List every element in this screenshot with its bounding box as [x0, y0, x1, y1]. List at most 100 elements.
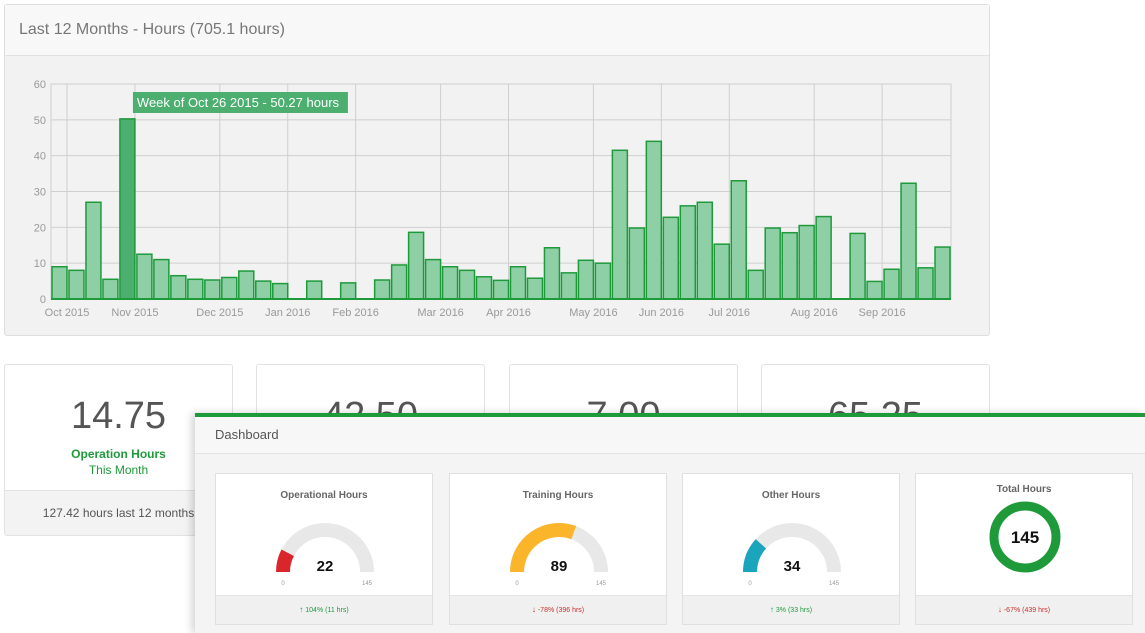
total-hours-ring: 145	[989, 501, 1061, 573]
total-title: Total Hours	[996, 484, 1052, 495]
x-tick-label: Dec 2015	[196, 307, 243, 319]
bar	[611, 149, 629, 300]
hours-bar-chart: 0 10 20 30 40 50 60 Oct 2015 Nov 2015 Dec 2015 Jan…	[34, 79, 952, 319]
total-trend: ↓ -67% (439 hrs)	[916, 595, 1132, 624]
gauge-fill	[743, 539, 767, 573]
bar	[221, 276, 238, 300]
bar	[679, 205, 697, 300]
bar	[373, 279, 391, 300]
arrow-down-icon: ↓	[997, 605, 1002, 614]
bar	[238, 270, 255, 300]
total-ring	[989, 501, 1061, 573]
bar	[594, 262, 612, 300]
y-tick-label: 20	[34, 222, 46, 234]
bar	[764, 227, 781, 300]
training-hours-gauge: 89 0 145	[510, 523, 608, 587]
bar	[577, 259, 595, 300]
bar	[815, 215, 832, 300]
gauge-min: 0	[515, 581, 519, 587]
bar	[934, 246, 951, 300]
gauge-min: 0	[281, 581, 285, 587]
gauge-fill	[510, 523, 577, 573]
y-tick-label: 30	[34, 187, 46, 199]
y-tick-label: 0	[40, 294, 46, 306]
x-tick-label: May 2016	[569, 307, 617, 319]
bar	[628, 227, 646, 300]
stat-sublabel: This Month	[88, 463, 149, 477]
operational-hours-gauge: 22 0 145	[276, 523, 374, 587]
other-hours-gauge: 34 0 145	[743, 523, 841, 587]
bar	[136, 253, 153, 300]
trend-text: -78% (396 hrs)	[537, 607, 585, 614]
stat-label: Operation Hours	[71, 447, 166, 461]
bar	[696, 201, 714, 300]
bar	[883, 268, 900, 300]
arrow-up-icon: ↑	[299, 605, 304, 614]
total-hours-card[interactable]: Total Hours 145 ↓ -67% (439 hrs)	[915, 473, 1133, 625]
gauge-title: Operational Hours	[280, 490, 368, 501]
x-tick-label: Feb 2016	[332, 307, 378, 319]
gauge-card-training[interactable]: Training Hours 89 0 145 ↓ -78% (396 hrs)	[449, 473, 667, 625]
bar	[475, 276, 493, 300]
gauge-max: 145	[596, 581, 607, 587]
gauge-max: 145	[829, 581, 840, 587]
y-tick-label: 40	[34, 151, 46, 163]
bar	[492, 279, 510, 300]
trend-text: 3% (33 hrs)	[775, 607, 813, 614]
x-tick-label: Aug 2016	[791, 307, 838, 319]
bar	[119, 118, 136, 300]
bar	[187, 278, 204, 300]
y-tick-label: 50	[34, 115, 46, 127]
bar	[272, 282, 289, 300]
bar	[900, 182, 917, 300]
tooltip-box	[132, 92, 348, 113]
gauge-card-other[interactable]: Other Hours 34 0 145 ↑ 3% (33 hrs)	[682, 473, 900, 625]
x-tick-label: Apr 2016	[486, 307, 531, 319]
stat-footer: 127.42 hours last 12 months	[5, 490, 232, 535]
dashboard-window: Dashboard Operational Hours 22 0 145 ↑ 104%…	[195, 413, 1145, 633]
bar	[424, 258, 442, 300]
total-value: 145	[1011, 528, 1039, 547]
gauge-min: 0	[748, 581, 752, 587]
x-tick-label: Jun 2016	[639, 307, 684, 319]
trend-text: 104% (11 hrs)	[305, 607, 349, 614]
bar	[51, 266, 68, 300]
stat-value: 14.75	[70, 395, 167, 437]
bar	[305, 280, 323, 300]
bar	[85, 201, 102, 300]
gauge-trend: ↑ 104% (11 hrs)	[216, 595, 432, 624]
bar	[849, 232, 866, 300]
bar	[509, 266, 527, 300]
tooltip-text: Week of Oct 26 2015 - 50.27 hours	[137, 95, 340, 110]
x-tick-label: Mar 2016	[417, 307, 463, 319]
bar	[153, 258, 170, 300]
dashboard-title: Dashboard	[195, 417, 1145, 454]
x-tick-label: Oct 2015	[45, 307, 90, 319]
gauge-trend: ↑ 3% (33 hrs)	[683, 595, 899, 624]
y-tick-label: 60	[34, 79, 46, 91]
bar	[441, 266, 459, 300]
bar	[526, 277, 544, 300]
bar	[102, 278, 119, 300]
bar	[204, 279, 221, 300]
gauge-value: 22	[317, 558, 334, 575]
bar	[713, 243, 730, 300]
x-tick-label: Jul 2016	[708, 307, 750, 319]
bar	[781, 231, 798, 300]
gauge-trend: ↓ -78% (396 hrs)	[450, 595, 666, 624]
bar	[798, 224, 815, 300]
bar	[68, 269, 85, 300]
gauge-title: Training Hours	[522, 490, 594, 501]
bar	[543, 247, 561, 300]
x-tick-label: Nov 2015	[111, 307, 158, 319]
chart-tooltip: Week of Oct 26 2015 - 50.27 hours	[132, 92, 348, 113]
bar	[866, 280, 883, 300]
bar	[662, 216, 680, 300]
x-tick-label: Jan 2016	[265, 307, 310, 319]
gauge-card-operational[interactable]: Operational Hours 22 0 145 ↑ 104% (11 hrs)	[215, 473, 433, 625]
bar	[560, 272, 578, 300]
stat-card-operation-hours: 14.75 Operation Hours This Month 127.42 …	[4, 364, 233, 536]
bar	[645, 140, 663, 300]
chart-panel-title: Last 12 Months - Hours (705.1 hours)	[5, 5, 989, 56]
bar	[390, 264, 408, 300]
